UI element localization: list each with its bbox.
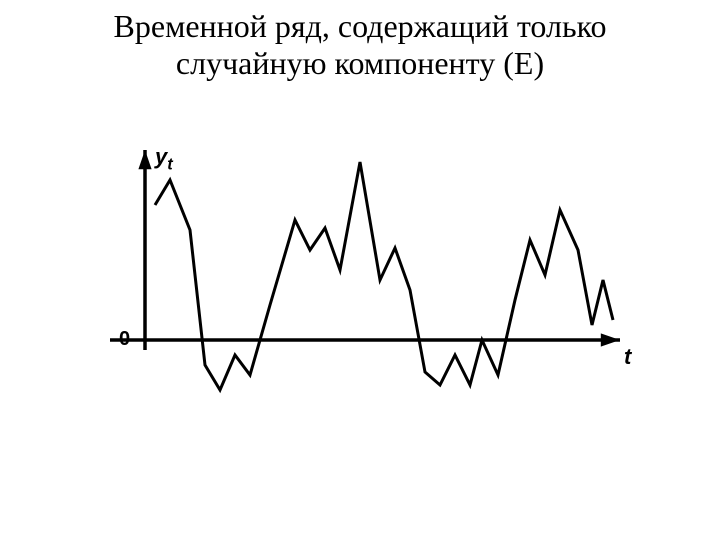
chart-area: yt t 0 [100,140,640,440]
y-axis-label: yt [155,144,173,174]
origin-label: 0 [119,328,130,351]
y-axis-label-main: y [155,144,167,169]
slide-title: Временной ряд, содержащий только случайн… [0,8,720,82]
y-axis-label-sub: t [167,155,173,173]
slide: Временной ряд, содержащий только случайн… [0,0,720,540]
time-series-chart [100,140,640,440]
title-line-1: Временной ряд, содержащий только [0,8,720,45]
x-axis-label: t [624,344,631,370]
title-line-2: случайную компоненту (E) [0,45,720,82]
